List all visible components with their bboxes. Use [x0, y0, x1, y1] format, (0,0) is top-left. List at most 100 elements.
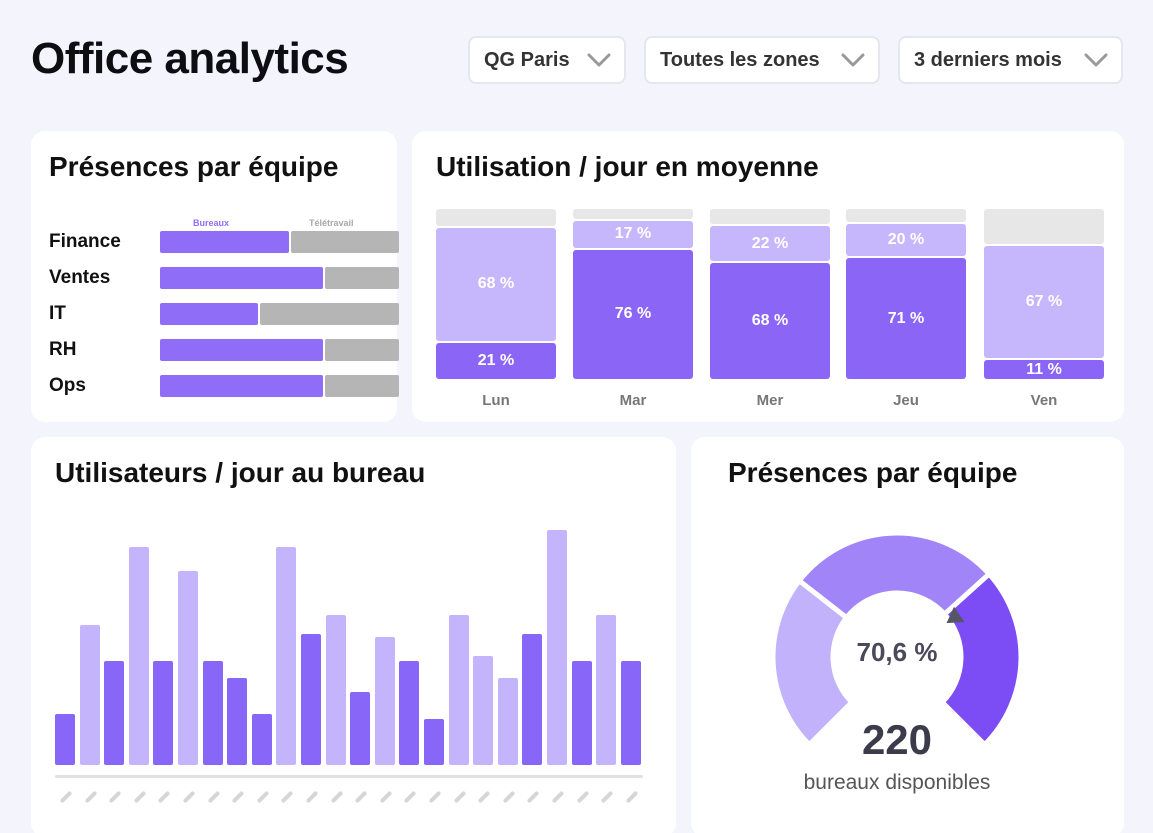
day-label: Lun [482, 392, 510, 409]
team-name: IT [49, 303, 66, 324]
users-bar [227, 678, 247, 765]
team-row: Ventes [49, 266, 399, 290]
office-share-bar [160, 231, 289, 253]
segment-value-label: 71 % [887, 309, 925, 327]
team-row: Ops [49, 374, 399, 398]
segment-value-label: 21 % [477, 352, 515, 370]
segment-value-label: 17 % [614, 225, 652, 243]
team-row: Finance [49, 230, 399, 254]
users-bar [596, 615, 616, 765]
users-per-day-title: Utilisateurs / jour au bureau [55, 457, 426, 488]
users-bar [572, 661, 592, 765]
users-bar-chart [55, 523, 645, 765]
x-tick-placeholder [330, 790, 344, 804]
segment-value-label: 20 % [887, 231, 925, 249]
x-tick-placeholder [551, 790, 565, 804]
usage-segment-dark: 71 % [846, 258, 966, 379]
usage-day-column: 20 % 71 % [846, 209, 966, 379]
x-tick-placeholder [231, 790, 245, 804]
gauge-title: Présences par équipe [728, 457, 1018, 488]
usage-day-column: 17 % 76 % [573, 209, 693, 379]
unused-segment [846, 209, 966, 223]
team-name: Finance [49, 231, 121, 252]
team-presence-card: Présences par équipe Bureaux Télétravail… [31, 131, 399, 422]
remote-share-bar [260, 303, 399, 325]
x-tick-placeholder [600, 790, 614, 804]
site-filter-dropdown[interactable]: QG Paris [468, 36, 626, 84]
usage-segment-dark: 21 % [436, 343, 556, 379]
x-tick-placeholder [157, 790, 171, 804]
day-label: Ven [1030, 392, 1058, 409]
available-desks-label: bureaux disponibles [803, 771, 991, 794]
office-share-bar [160, 303, 258, 325]
chevron-down-icon [586, 47, 612, 73]
x-tick-placeholder [379, 790, 393, 804]
gauge-percentage: 70,6 % [856, 637, 938, 667]
x-tick-placeholder [280, 790, 294, 804]
team-name: Ventes [49, 267, 111, 288]
users-bar [449, 615, 469, 765]
usage-day-column: 22 % 68 % [710, 209, 830, 379]
x-tick-placeholder [305, 790, 319, 804]
site-filter-label: QG Paris [484, 48, 570, 71]
users-bar [326, 615, 346, 765]
users-bar [473, 656, 493, 765]
remote-share-bar [325, 267, 399, 289]
x-tick-placeholder [108, 790, 122, 804]
gauge-chart [770, 530, 1024, 749]
x-axis-ticks [55, 789, 645, 807]
unused-segment [436, 209, 556, 226]
x-tick-placeholder [428, 790, 442, 804]
x-tick-placeholder [403, 790, 417, 804]
x-tick-placeholder [133, 790, 147, 804]
usage-card: Utilisation / jour en moyenne 68 % 21 % Lu… [412, 131, 1124, 422]
users-per-day-card: Utilisateurs / jour au bureau [31, 437, 676, 833]
usage-segment-dark: 76 % [573, 249, 693, 379]
gauge-segment-dark [938, 570, 1024, 749]
usage-day-column: 67 % 11 % [984, 209, 1104, 379]
segment-value-label: 11 % [1026, 360, 1062, 378]
day-label: Jeu [893, 392, 919, 409]
users-bar [522, 634, 542, 765]
x-tick-placeholder [576, 790, 590, 804]
segment-value-label: 68 % [477, 275, 515, 293]
available-desks-count: 220 [861, 716, 933, 763]
users-bar [203, 661, 223, 765]
users-bar [276, 547, 296, 765]
users-bar [104, 661, 124, 765]
gauge-needle-icon [946, 606, 965, 624]
users-bar [178, 571, 198, 765]
day-label: Mer [756, 392, 784, 409]
unused-segment [573, 209, 693, 219]
unused-segment [710, 209, 830, 224]
team-row: IT [49, 302, 399, 326]
users-bar [498, 678, 518, 765]
x-tick-placeholder [354, 790, 368, 804]
zone-filter-dropdown[interactable]: Toutes les zones [644, 36, 880, 84]
office-share-bar [160, 267, 323, 289]
users-bar [55, 714, 75, 765]
x-tick-placeholder [502, 790, 516, 804]
x-tick-placeholder [84, 790, 98, 804]
page-title: Office analytics [31, 34, 349, 83]
usage-segment-light: 17 % [573, 220, 693, 248]
remote-column-label: Télétravail [309, 218, 354, 228]
unused-segment [984, 209, 1104, 245]
x-tick-placeholder [453, 790, 467, 804]
users-bar [547, 530, 567, 765]
chevron-down-icon [840, 47, 866, 73]
usage-segment-light: 68 % [436, 227, 556, 342]
users-bar [301, 634, 321, 765]
team-name: RH [49, 339, 77, 360]
users-bar [375, 637, 395, 765]
team-row: RH [49, 338, 399, 362]
users-bar [621, 661, 641, 765]
team-name: Ops [49, 375, 86, 396]
usage-segment-dark: 11 % [984, 360, 1104, 379]
x-axis-line [55, 775, 643, 778]
period-filter-dropdown[interactable]: 3 derniers mois [898, 36, 1123, 84]
office-column-label: Bureaux [193, 218, 230, 228]
usage-day-column: 68 % 21 % [436, 209, 556, 379]
users-bar [80, 625, 100, 765]
x-tick-placeholder [526, 790, 540, 804]
